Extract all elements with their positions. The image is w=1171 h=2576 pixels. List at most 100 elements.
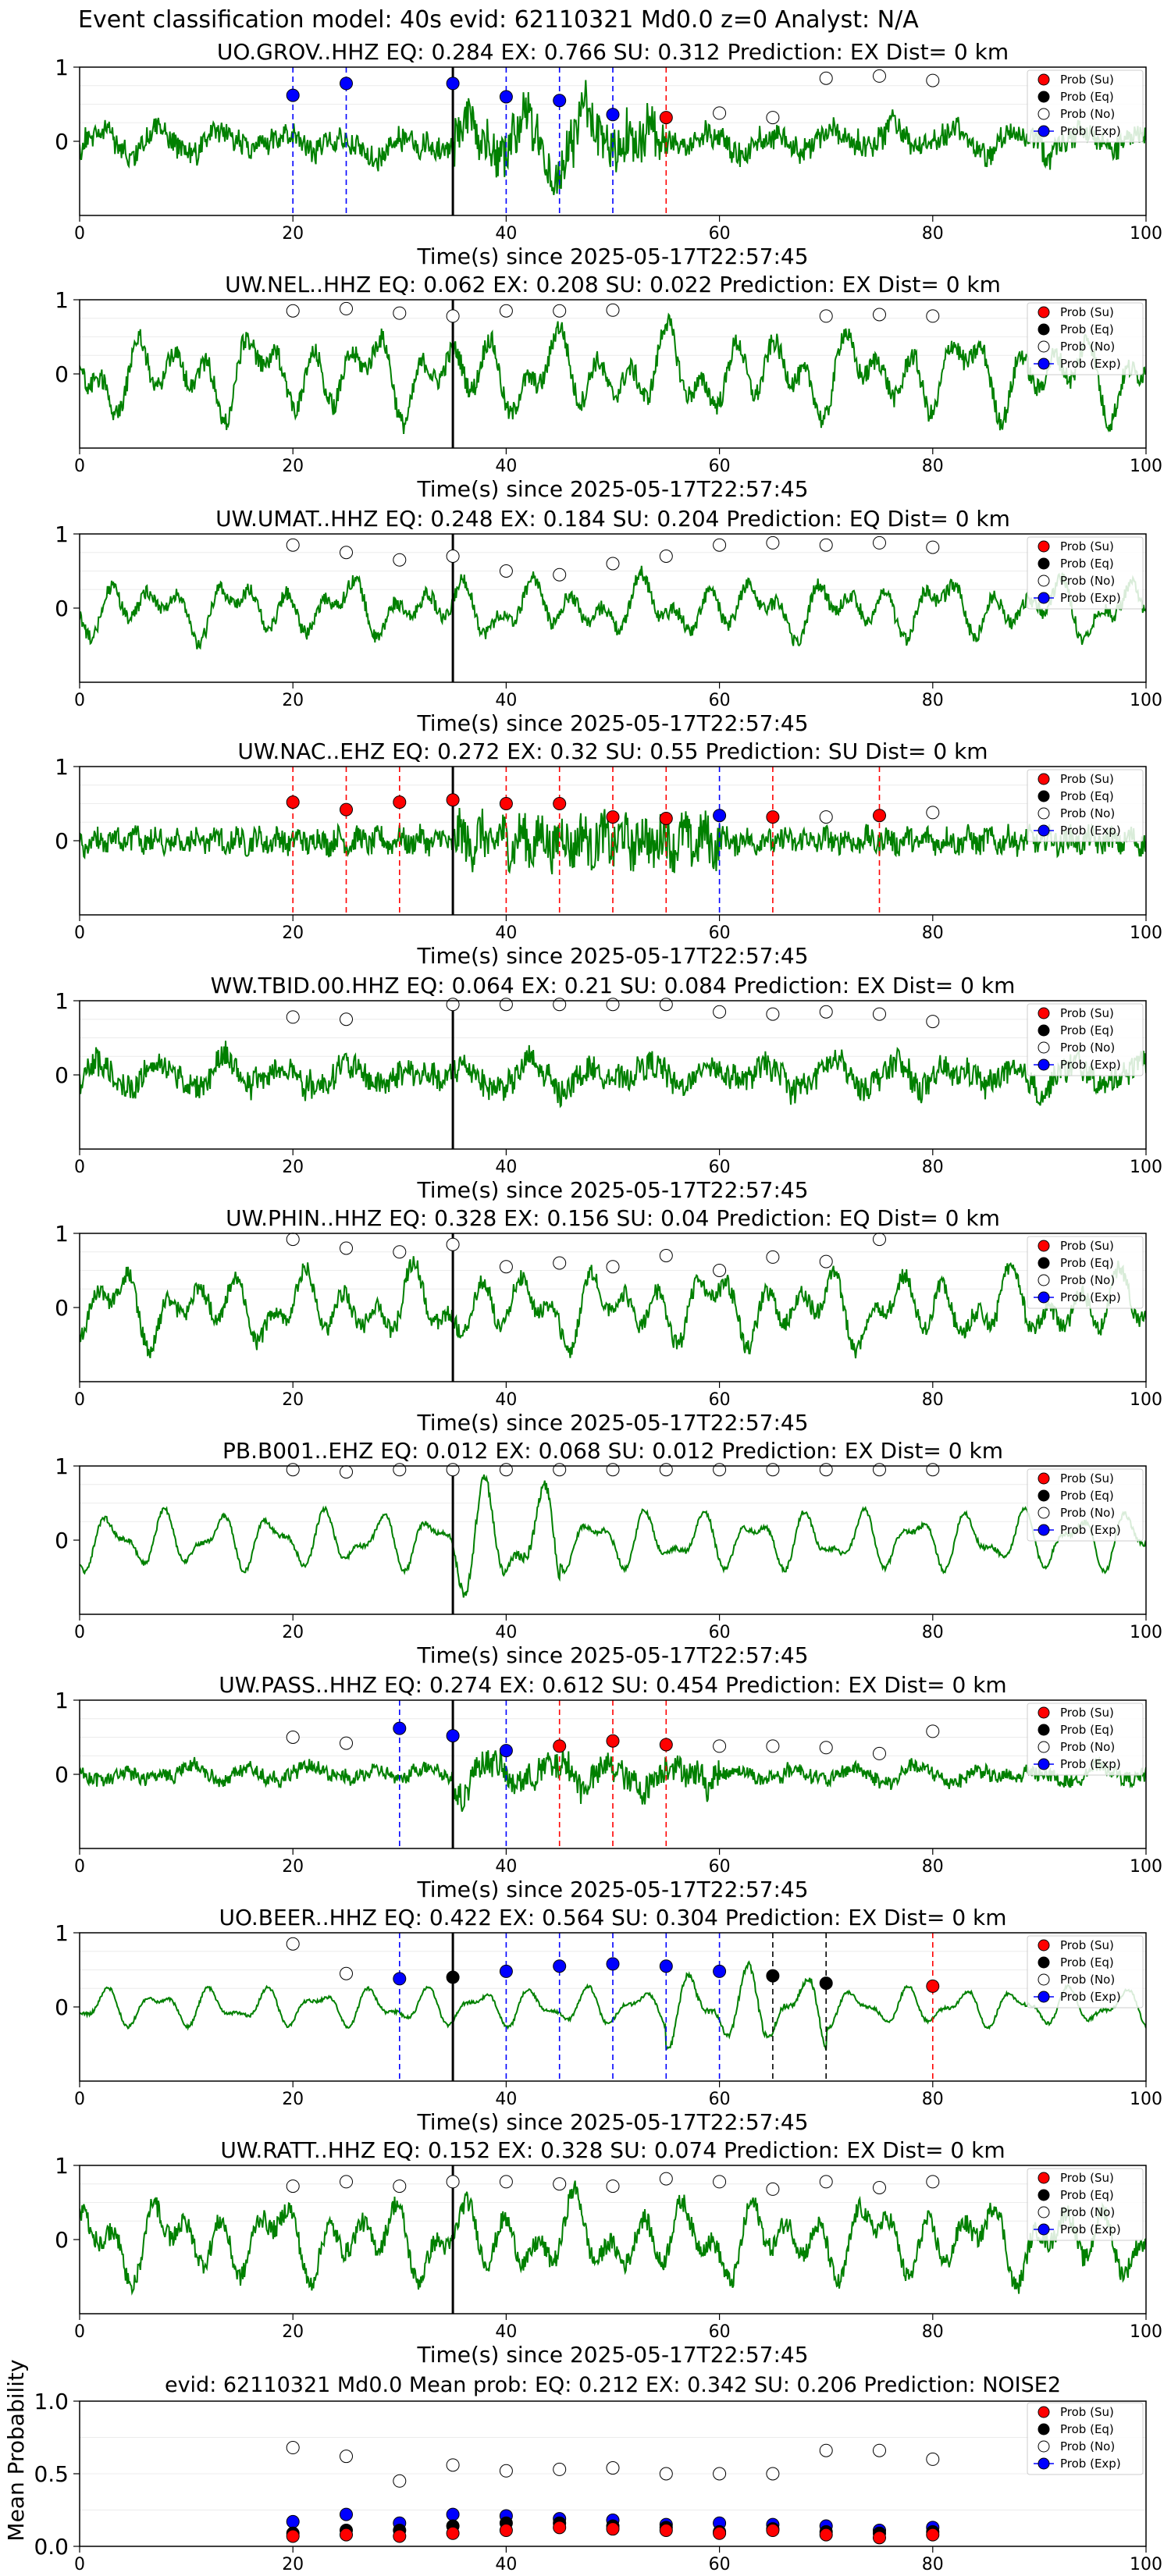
legend-label-no: Prob (No) [1060, 1973, 1115, 1987]
mean-marker-no [553, 2462, 567, 2476]
prob-marker-no [819, 309, 833, 323]
prob-marker-no [926, 309, 940, 323]
prob-marker-no [873, 1463, 886, 1477]
y-tick-label: 1 [55, 1688, 69, 1713]
waveform-group [80, 312, 1146, 434]
y-tick-label: 1 [55, 1453, 69, 1479]
panel-title: UW.PHIN..HHZ EQ: 0.328 EX: 0.156 SU: 0.0… [226, 1205, 1000, 1231]
prob-marker-no [499, 304, 513, 318]
prob-marker-no [340, 1966, 353, 1980]
prob-marker-no [393, 306, 407, 320]
x-axis-label: Time(s) since 2025-05-17T22:57:45 [416, 710, 808, 736]
prob-marker-su [553, 797, 567, 810]
x-tick-label: 60 [709, 691, 731, 710]
station-panel-uw-nel--hhz: UW.NEL..HHZ EQ: 0.062 EX: 0.208 SU: 0.02… [55, 272, 1162, 502]
legend-label-su: Prob (Su) [1060, 73, 1114, 87]
x-tick-label: 100 [1130, 691, 1162, 710]
y-tick-label: 0 [55, 828, 69, 854]
prob-marker-no [446, 998, 460, 1012]
x-tick-label: 80 [922, 2322, 944, 2342]
prob-marker-su [659, 1738, 673, 1752]
x-tick-label: 0 [74, 2090, 85, 2109]
mean-marker-su [926, 2528, 940, 2542]
prob-marker-su [606, 810, 620, 824]
prob-marker-no [393, 2179, 407, 2194]
legend-label-eq: Prob (Eq) [1060, 90, 1114, 104]
prob-marker-no [446, 309, 460, 323]
waveform-line [80, 1041, 1146, 1108]
x-tick-label: 20 [282, 1623, 304, 1642]
prob-marker-no [553, 568, 567, 582]
legend-marker-eq [1038, 2423, 1050, 2435]
panel-title: PB.B001..EHZ EQ: 0.012 EX: 0.068 SU: 0.0… [222, 1438, 1003, 1464]
mean-marker-no [766, 2467, 780, 2481]
x-tick-label: 100 [1130, 457, 1162, 476]
legend-marker-no [1038, 1507, 1050, 1519]
legend-label-eq: Prob (Eq) [1060, 557, 1114, 571]
prob-marker-no [659, 550, 673, 563]
legend-label-no: Prob (No) [1060, 2439, 1115, 2453]
prob-marker-no [499, 564, 513, 578]
prob-marker-no [926, 73, 940, 87]
x-tick-label: 20 [282, 1857, 304, 1877]
y-tick-label: 0 [55, 361, 69, 387]
x-tick-label: 80 [922, 457, 944, 476]
prob-marker-no [766, 111, 780, 125]
prob-marker-no [819, 1463, 833, 1477]
y-tick-label: 1 [55, 1221, 69, 1247]
waveform-line [80, 1474, 1146, 1598]
panel-title: UW.NAC..EHZ EQ: 0.272 EX: 0.32 SU: 0.55 … [237, 738, 988, 764]
prob-marker-no [873, 1233, 886, 1247]
legend-marker-su [1038, 773, 1050, 785]
prob-marker-no [446, 1237, 460, 1251]
x-tick-label: 40 [495, 457, 517, 476]
prob-marker-no [553, 998, 567, 1012]
y-tick-label: 0 [55, 1528, 69, 1553]
mean-marker-su [393, 2529, 407, 2543]
prob-marker-no [766, 2182, 780, 2196]
prob-marker-no [606, 1260, 620, 1274]
prob-marker-no [766, 1739, 780, 1753]
legend-marker-exp [1038, 125, 1050, 137]
prob-marker-eq [766, 1969, 780, 1983]
prob-marker-no [553, 304, 567, 318]
x-axis-label: Time(s) since 2025-05-17T22:57:45 [416, 1177, 808, 1203]
x-tick-label: 100 [1130, 1623, 1162, 1642]
x-tick-label: 0 [74, 1623, 85, 1642]
x-tick-label: 40 [495, 1158, 517, 1177]
x-tick-label: 100 [1130, 2555, 1162, 2574]
legend-marker-su [1038, 2172, 1050, 2184]
legend-marker-su [1038, 1472, 1050, 1485]
waveform-line [80, 565, 1146, 650]
legend-label-su: Prob (Su) [1060, 539, 1114, 553]
legend-marker-no [1038, 2206, 1050, 2218]
prob-marker-su [926, 1979, 940, 1993]
prob-marker-exp [499, 1744, 513, 1758]
prob-marker-no [393, 553, 407, 567]
legend-label-su: Prob (Su) [1060, 772, 1114, 786]
panel-title: UO.GROV..HHZ EQ: 0.284 EX: 0.766 SU: 0.3… [217, 39, 1009, 65]
mean-marker-no [286, 2441, 300, 2455]
prob-marker-no [713, 1264, 727, 1277]
prob-marker-no [286, 538, 300, 552]
x-tick-label: 40 [495, 1857, 517, 1877]
prob-marker-no [713, 1463, 727, 1477]
prob-marker-no [499, 2175, 513, 2189]
x-axis-label: Time(s) since 2025-05-17T22:57:45 [416, 244, 808, 269]
legend-marker-su [1038, 1706, 1050, 1719]
mean-marker-exp [286, 2514, 300, 2528]
x-tick-label: 100 [1130, 224, 1162, 244]
x-tick-label: 0 [74, 691, 85, 710]
prob-marker-no [873, 308, 886, 322]
x-tick-label: 0 [74, 457, 85, 476]
prob-marker-no [286, 1010, 300, 1024]
x-tick-label: 100 [1130, 923, 1162, 943]
x-tick-label: 60 [709, 2322, 731, 2342]
waveform-group [80, 80, 1146, 195]
waveform-line [80, 2180, 1146, 2296]
prob-marker-no [606, 1463, 620, 1477]
x-tick-label: 0 [74, 1390, 85, 1410]
x-tick-label: 0 [74, 2322, 85, 2342]
legend-label-eq: Prob (Eq) [1060, 1489, 1114, 1503]
legend-marker-su [1038, 1240, 1050, 1252]
